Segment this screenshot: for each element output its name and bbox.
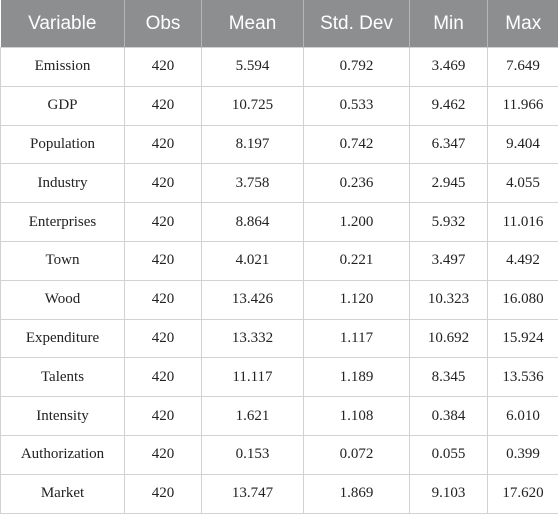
header-std-dev: Std. Dev	[304, 0, 410, 48]
cell-max: 4.492	[488, 241, 558, 280]
cell-obs: 420	[125, 164, 202, 203]
cell-min: 0.055	[410, 435, 488, 474]
cell-max: 17.620	[488, 474, 558, 513]
cell-std-dev: 1.869	[304, 474, 410, 513]
cell-min: 2.945	[410, 164, 488, 203]
cell-min: 10.692	[410, 319, 488, 358]
cell-std-dev: 0.072	[304, 435, 410, 474]
cell-min: 9.462	[410, 86, 488, 125]
cell-variable: Emission	[1, 48, 125, 87]
cell-variable: Authorization	[1, 435, 125, 474]
header-min: Min	[410, 0, 488, 48]
cell-obs: 420	[125, 48, 202, 87]
cell-min: 3.497	[410, 241, 488, 280]
cell-max: 6.010	[488, 397, 558, 436]
cell-max: 11.966	[488, 86, 558, 125]
cell-obs: 420	[125, 125, 202, 164]
header-variable: Variable	[1, 0, 125, 48]
cell-std-dev: 1.200	[304, 203, 410, 242]
cell-mean: 13.747	[202, 474, 304, 513]
cell-max: 15.924	[488, 319, 558, 358]
cell-std-dev: 0.792	[304, 48, 410, 87]
cell-mean: 4.021	[202, 241, 304, 280]
cell-obs: 420	[125, 241, 202, 280]
header-row: Variable Obs Mean Std. Dev Min Max	[1, 0, 558, 48]
cell-obs: 420	[125, 435, 202, 474]
cell-obs: 420	[125, 358, 202, 397]
cell-mean: 0.153	[202, 435, 304, 474]
cell-obs: 420	[125, 86, 202, 125]
cell-min: 8.345	[410, 358, 488, 397]
cell-std-dev: 1.117	[304, 319, 410, 358]
cell-max: 0.399	[488, 435, 558, 474]
cell-max: 13.536	[488, 358, 558, 397]
header-max: Max	[488, 0, 558, 48]
cell-obs: 420	[125, 280, 202, 319]
cell-obs: 420	[125, 474, 202, 513]
cell-mean: 1.621	[202, 397, 304, 436]
cell-variable: Expenditure	[1, 319, 125, 358]
cell-min: 9.103	[410, 474, 488, 513]
cell-mean: 8.197	[202, 125, 304, 164]
cell-mean: 5.594	[202, 48, 304, 87]
cell-min: 0.384	[410, 397, 488, 436]
cell-obs: 420	[125, 203, 202, 242]
cell-max: 11.016	[488, 203, 558, 242]
cell-obs: 420	[125, 397, 202, 436]
cell-mean: 10.725	[202, 86, 304, 125]
cell-variable: Town	[1, 241, 125, 280]
cell-min: 6.347	[410, 125, 488, 164]
cell-max: 7.649	[488, 48, 558, 87]
cell-std-dev: 0.236	[304, 164, 410, 203]
cell-variable: Talents	[1, 358, 125, 397]
cell-min: 5.932	[410, 203, 488, 242]
header-mean: Mean	[202, 0, 304, 48]
cell-variable: Wood	[1, 280, 125, 319]
cell-obs: 420	[125, 319, 202, 358]
cell-variable: Market	[1, 474, 125, 513]
cell-variable: Intensity	[1, 397, 125, 436]
cell-variable: Population	[1, 125, 125, 164]
cell-min: 3.469	[410, 48, 488, 87]
table-header: Variable Obs Mean Std. Dev Min Max	[1, 0, 558, 48]
cell-max: 16.080	[488, 280, 558, 319]
cell-std-dev: 0.742	[304, 125, 410, 164]
cell-mean: 13.332	[202, 319, 304, 358]
cell-mean: 13.426	[202, 280, 304, 319]
header-obs: Obs	[125, 0, 202, 48]
cell-std-dev: 0.221	[304, 241, 410, 280]
cell-std-dev: 1.189	[304, 358, 410, 397]
cell-std-dev: 0.533	[304, 86, 410, 125]
cell-variable: Industry	[1, 164, 125, 203]
cell-mean: 3.758	[202, 164, 304, 203]
cell-std-dev: 1.120	[304, 280, 410, 319]
cell-mean: 8.864	[202, 203, 304, 242]
cell-min: 10.323	[410, 280, 488, 319]
cell-max: 4.055	[488, 164, 558, 203]
cell-max: 9.404	[488, 125, 558, 164]
cell-variable: GDP	[1, 86, 125, 125]
cell-mean: 11.117	[202, 358, 304, 397]
cell-variable: Enterprises	[1, 203, 125, 242]
cell-std-dev: 1.108	[304, 397, 410, 436]
